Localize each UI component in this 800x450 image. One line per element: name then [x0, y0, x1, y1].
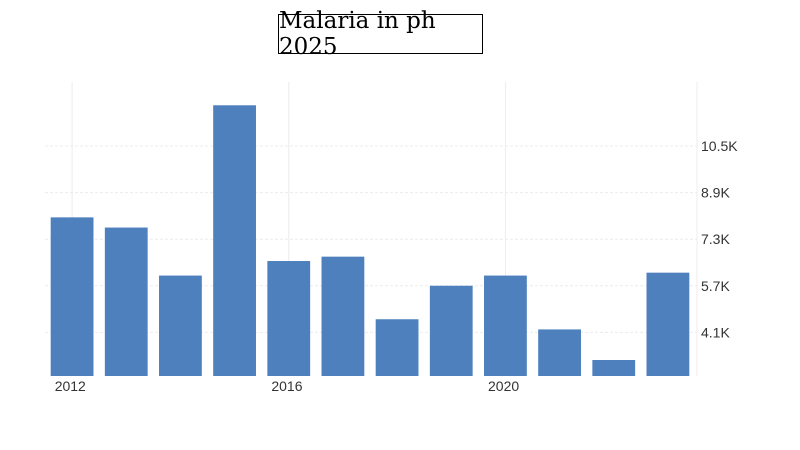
bar-2016 — [267, 261, 311, 376]
y-tick-label: 8.9K — [701, 185, 730, 201]
bar-2023 — [646, 272, 690, 376]
y-tick-label: 10.5K — [701, 138, 738, 154]
bars-group — [50, 105, 690, 376]
y-tick-label: 4.1K — [701, 324, 730, 340]
x-tick-label: 2016 — [271, 378, 302, 394]
y-axis-ticks: 4.1K 5.7K 7.3K 8.9K 10.5K — [701, 138, 738, 340]
bar-2013 — [104, 227, 148, 376]
bar-2022 — [592, 359, 636, 376]
bar-2014 — [159, 275, 202, 376]
bar-2020 — [484, 275, 527, 376]
bar-2018 — [375, 319, 419, 376]
x-axis-ticks: 2012 2016 2020 — [55, 378, 520, 394]
y-tick-label: 5.7K — [701, 278, 730, 294]
bar-2015 — [213, 105, 256, 376]
bar-2019 — [429, 285, 473, 376]
x-tick-label: 2020 — [488, 378, 519, 394]
y-tick-label: 7.3K — [701, 231, 730, 247]
x-tick-label: 2012 — [55, 378, 86, 394]
bar-2021 — [538, 329, 581, 376]
bar-2012 — [50, 217, 94, 376]
bar-2017 — [321, 256, 365, 376]
